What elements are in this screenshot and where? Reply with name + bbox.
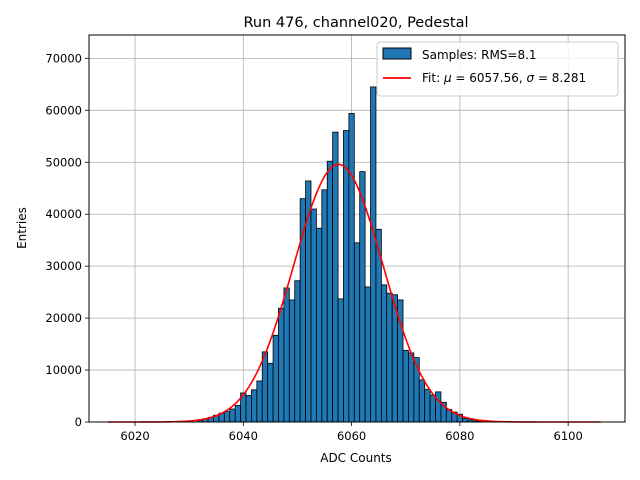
y-tick-label: 10000 [45, 363, 82, 377]
histogram-bar [337, 298, 344, 423]
histogram-bar [348, 113, 355, 423]
histogram-bar [272, 334, 279, 423]
x-tick-label: 6040 [229, 429, 258, 443]
histogram-bar [321, 189, 328, 423]
y-tick-label: 50000 [45, 155, 82, 169]
legend-fit-mu-symbol: μ [443, 71, 452, 85]
histogram-bar [370, 86, 377, 423]
legend-fit-sigma-symbol: σ [527, 71, 535, 85]
histogram-bar [353, 242, 361, 423]
histogram-bar [424, 388, 431, 423]
y-tick-label: 70000 [45, 51, 82, 65]
histogram-bar [429, 394, 436, 423]
x-tick-label: 6060 [337, 429, 366, 443]
histogram-bar [402, 349, 409, 423]
histogram-bar [256, 380, 263, 423]
histogram-bar [435, 391, 442, 423]
y-tick-label: 40000 [45, 207, 82, 221]
legend: Samples: RMS=8.1 Fit: μ = 6057.56, σ = 8… [376, 41, 619, 97]
plot-area-frame [88, 34, 626, 423]
histogram-bar [278, 307, 285, 423]
histogram-bar [310, 208, 317, 423]
histogram-bar [229, 408, 236, 423]
x-axis-label: ADC Counts [320, 451, 392, 465]
histogram-bar [261, 351, 269, 423]
histogram-bar [359, 171, 366, 423]
legend-fit-sigma-value: = 8.281 [534, 71, 586, 85]
y-tick-label: 60000 [45, 103, 82, 117]
histogram-bar [364, 286, 371, 423]
histogram-bar [288, 299, 296, 423]
histogram-bar [294, 280, 301, 423]
legend-samples-swatch [382, 47, 412, 60]
legend-box [376, 41, 619, 97]
histogram-bar [234, 404, 241, 423]
histogram-bars [196, 86, 485, 423]
x-axis-ticks: 6020 6040 6060 6080 6100 [120, 422, 583, 443]
histogram-bar [267, 362, 274, 423]
histogram-bar [462, 417, 469, 423]
legend-fit-label: Fit: μ = 6057.56, σ = 8.281 [422, 71, 586, 85]
y-tick-label: 0 [75, 415, 82, 429]
y-tick-label: 20000 [45, 311, 82, 325]
chart-title: Run 476, channel020, Pedestal [243, 15, 468, 31]
legend-samples-label: Samples: RMS=8.1 [422, 48, 537, 62]
x-tick-label: 6020 [120, 429, 149, 443]
legend-fit-prefix: Fit: [422, 71, 444, 85]
histogram-bar [380, 284, 388, 423]
histogram-bar [315, 227, 323, 423]
histogram-bar [332, 131, 339, 423]
histogram-bar [251, 389, 258, 423]
histogram-bar [223, 411, 231, 423]
histogram-bar [418, 379, 426, 423]
y-axis-ticks: 0 10000 20000 30000 40000 50000 60000 70000 [45, 51, 89, 429]
histogram-bar [326, 160, 334, 423]
x-tick-label: 6100 [554, 429, 583, 443]
histogram-bar [343, 130, 350, 423]
histogram-bar [386, 292, 393, 423]
histogram-bar [283, 287, 290, 423]
histogram-bar [408, 352, 415, 423]
y-tick-label: 30000 [45, 259, 82, 273]
legend-fit-mu-value: = 6057.56, [452, 71, 527, 85]
histogram-bar [245, 395, 252, 423]
y-axis-label: Entries [15, 207, 29, 249]
x-tick-label: 6080 [445, 429, 474, 443]
